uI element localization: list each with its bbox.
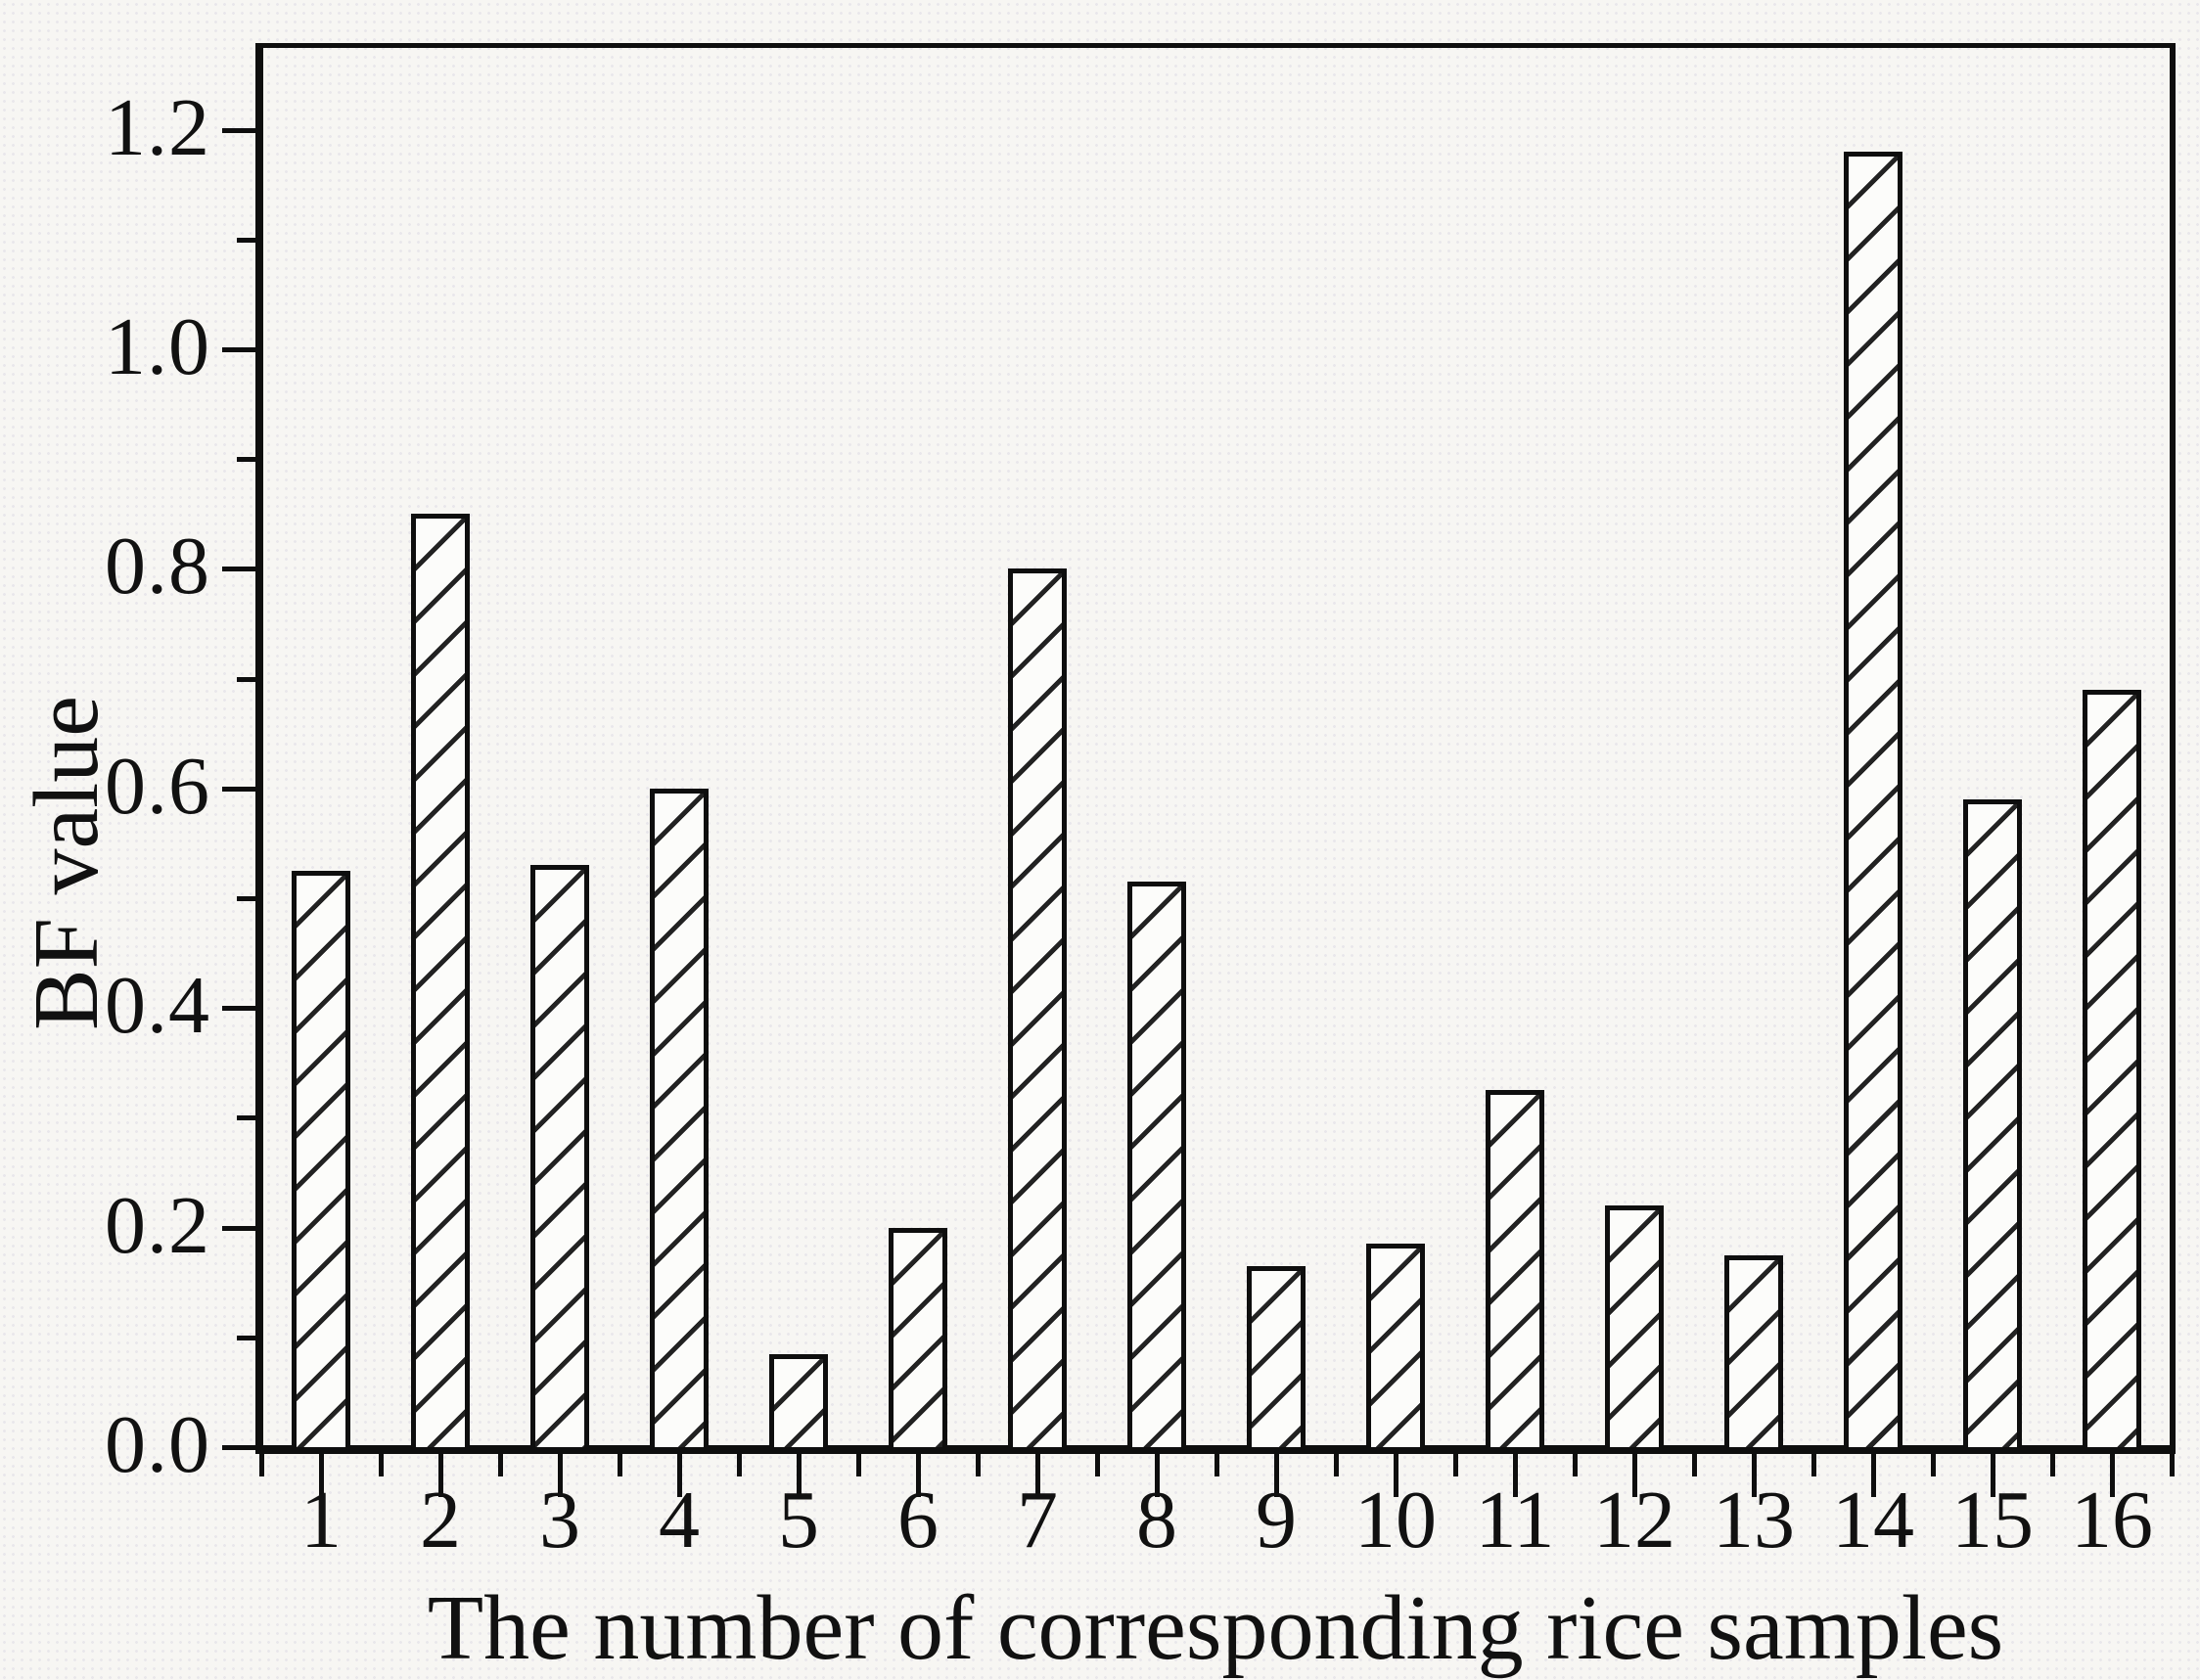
- x-minor-tick: [1931, 1454, 1936, 1476]
- x-minor-tick: [976, 1454, 981, 1476]
- y-tick-label: 1.2: [105, 81, 210, 173]
- x-major-tick: [438, 1454, 443, 1497]
- x-tick-label: 13: [1713, 1475, 1795, 1566]
- plot-frame: [255, 43, 2176, 1454]
- x-major-tick: [1871, 1454, 1876, 1497]
- x-major-tick: [677, 1454, 682, 1497]
- x-tick-label: 16: [2071, 1475, 2153, 1566]
- y-minor-tick: [237, 237, 255, 243]
- y-major-tick: [222, 1006, 255, 1012]
- x-tick-label: 3: [539, 1475, 580, 1566]
- x-major-tick: [1274, 1454, 1279, 1497]
- x-minor-tick: [1334, 1454, 1339, 1476]
- bar-sample-15: [1963, 799, 2022, 1447]
- x-tick-label: 15: [1951, 1475, 2034, 1566]
- x-minor-tick: [498, 1454, 503, 1476]
- x-tick-label: 14: [1832, 1475, 1914, 1566]
- bar-sample-13: [1724, 1255, 1783, 1447]
- bar-sample-1: [292, 871, 350, 1447]
- x-minor-tick: [856, 1454, 861, 1476]
- x-minor-tick: [1215, 1454, 1219, 1476]
- y-major-tick: [222, 1225, 255, 1231]
- x-minor-tick: [2050, 1454, 2055, 1476]
- y-minor-tick: [237, 676, 255, 682]
- y-major-tick: [222, 567, 255, 572]
- y-minor-tick: [237, 1115, 255, 1121]
- x-tick-label: 10: [1354, 1475, 1437, 1566]
- bar-sample-5: [769, 1354, 828, 1447]
- x-tick-label: 9: [1256, 1475, 1297, 1566]
- x-major-tick: [1632, 1454, 1637, 1497]
- x-minor-tick: [259, 1454, 264, 1476]
- x-minor-tick: [2170, 1454, 2175, 1476]
- x-tick-label: 6: [897, 1475, 939, 1566]
- y-tick-label: 0.0: [105, 1399, 210, 1490]
- x-major-tick: [1991, 1454, 1995, 1497]
- bar-sample-2: [411, 514, 470, 1447]
- y-axis-title: BF value: [16, 695, 117, 1031]
- x-minor-tick: [1095, 1454, 1100, 1476]
- x-tick-label: 8: [1136, 1475, 1177, 1566]
- bar-sample-14: [1844, 152, 1902, 1447]
- y-tick-label: 0.4: [105, 960, 210, 1052]
- x-tick-label: 11: [1475, 1475, 1555, 1566]
- y-tick-label: 0.6: [105, 740, 210, 832]
- y-tick-label: 0.8: [105, 521, 210, 613]
- bar-sample-8: [1127, 882, 1186, 1447]
- x-minor-tick: [1692, 1454, 1697, 1476]
- x-axis-title: The number of corresponding rice samples: [427, 1577, 2004, 1679]
- y-minor-tick: [237, 1335, 255, 1340]
- x-major-tick: [797, 1454, 802, 1497]
- x-minor-tick: [379, 1454, 384, 1476]
- bar-sample-12: [1605, 1205, 1664, 1447]
- bar-sample-9: [1247, 1266, 1306, 1447]
- bar-sample-11: [1486, 1090, 1544, 1447]
- y-major-tick: [222, 347, 255, 352]
- x-major-tick: [1513, 1454, 1518, 1497]
- x-major-tick: [319, 1454, 324, 1497]
- y-major-tick: [222, 1445, 255, 1450]
- bar-sample-4: [650, 789, 709, 1447]
- x-minor-tick: [1453, 1454, 1458, 1476]
- y-major-tick: [222, 786, 255, 792]
- x-tick-label: 2: [420, 1475, 461, 1566]
- x-major-tick: [2110, 1454, 2115, 1497]
- x-minor-tick: [1573, 1454, 1578, 1476]
- x-major-tick: [1155, 1454, 1160, 1497]
- x-tick-label: 1: [300, 1475, 342, 1566]
- bar-sample-16: [2083, 690, 2141, 1447]
- x-major-tick: [1752, 1454, 1757, 1497]
- x-major-tick: [916, 1454, 921, 1497]
- bar-sample-3: [530, 865, 589, 1447]
- bar-sample-10: [1366, 1244, 1425, 1447]
- y-minor-tick: [237, 457, 255, 463]
- x-tick-label: 12: [1593, 1475, 1675, 1566]
- x-major-tick: [558, 1454, 563, 1497]
- y-tick-label: 1.0: [105, 301, 210, 392]
- x-minor-tick: [1811, 1454, 1816, 1476]
- x-tick-label: 4: [659, 1475, 700, 1566]
- bar-sample-7: [1008, 568, 1067, 1447]
- y-minor-tick: [237, 896, 255, 901]
- x-major-tick: [1394, 1454, 1398, 1497]
- y-major-tick: [222, 127, 255, 133]
- y-tick-label: 0.2: [105, 1179, 210, 1271]
- bar-sample-6: [889, 1228, 947, 1447]
- x-minor-tick: [737, 1454, 742, 1476]
- x-major-tick: [1035, 1454, 1040, 1497]
- x-tick-label: 7: [1017, 1475, 1058, 1566]
- x-tick-label: 5: [778, 1475, 819, 1566]
- x-minor-tick: [618, 1454, 622, 1476]
